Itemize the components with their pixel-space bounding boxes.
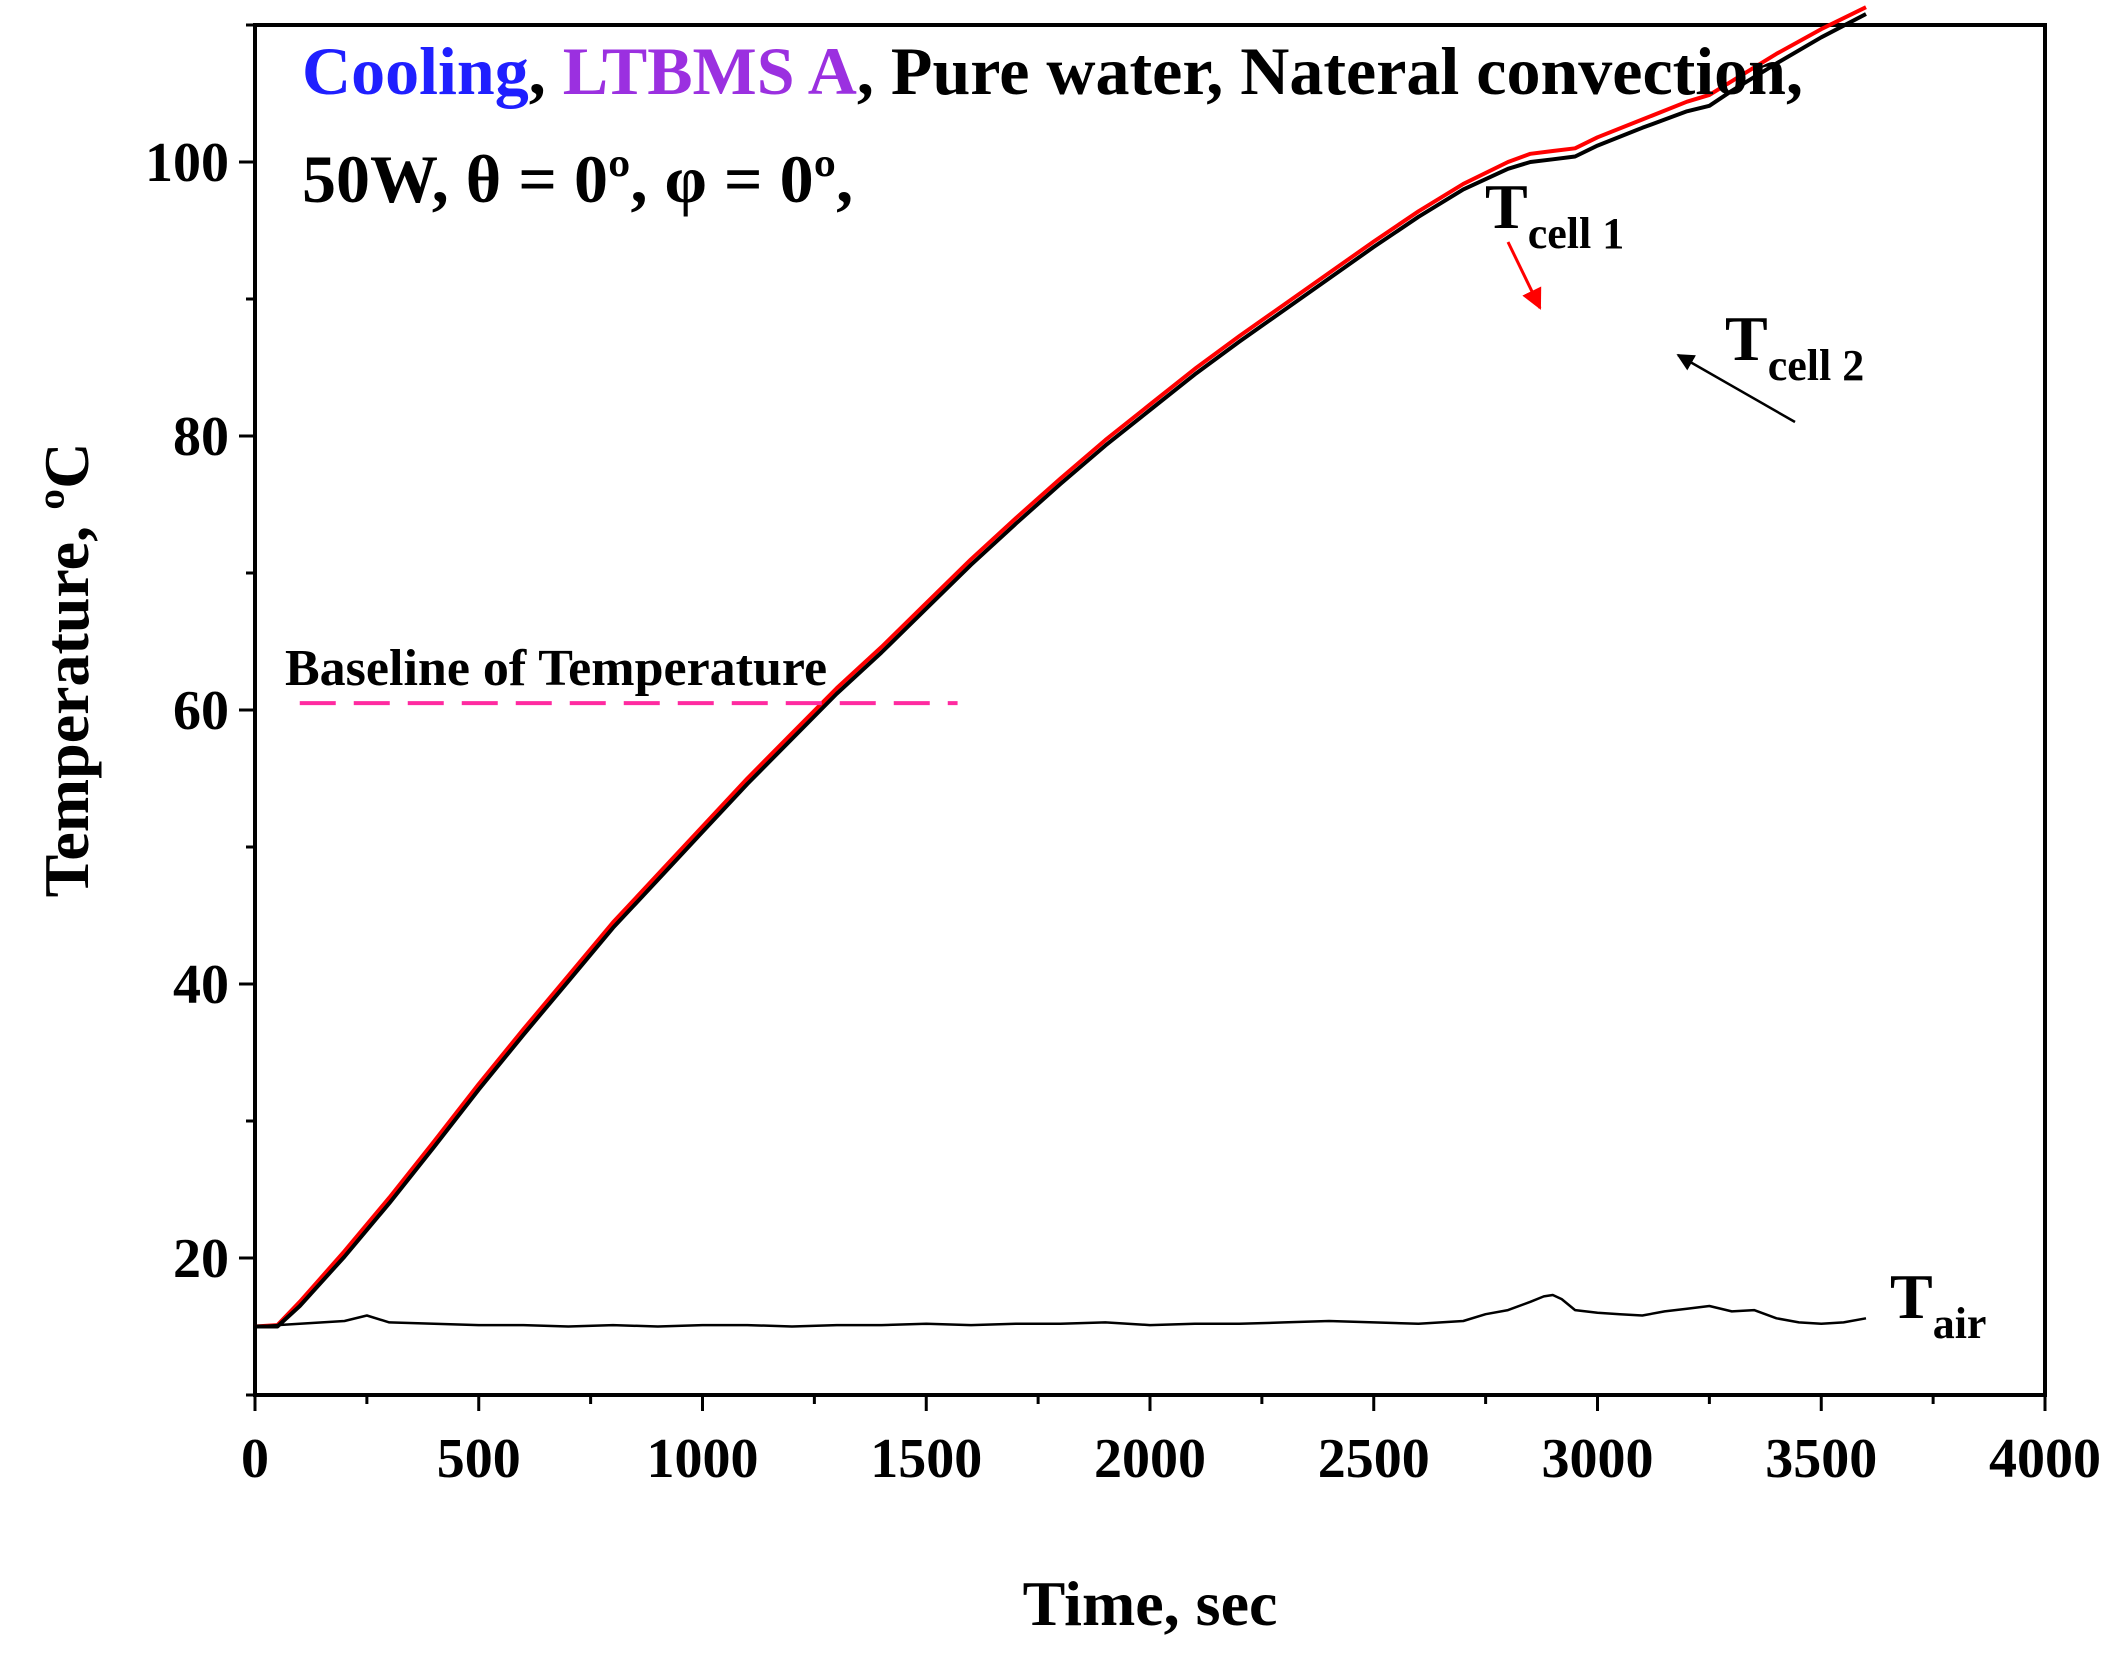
series-line-t-air (254, 1293, 1867, 1328)
annotation-cell2: Tcell 2 (1676, 303, 1864, 424)
x-tick-label: 500 (437, 1428, 521, 1490)
y-axis-title: Temperature, ºC (31, 443, 102, 898)
annotation-cell1-main: T (1485, 171, 1528, 242)
y-tick-label: 100 (145, 132, 229, 194)
svg-text:Tair: Tair (1890, 1261, 1986, 1348)
x-tick-label: 1500 (870, 1428, 982, 1490)
x-tick-label: 1000 (647, 1428, 759, 1490)
chart-title-line2: 50W, θ = 0º, φ = 0º, (302, 141, 853, 217)
x-tick-label: 2500 (1318, 1428, 1430, 1490)
title-segment-3: , Pure water, Nateral convection, (857, 33, 1803, 109)
x-axis-title: Time, sec (1023, 1568, 1278, 1639)
y-tick-label: 80 (173, 406, 229, 468)
x-tick-label: 3000 (1542, 1428, 1654, 1490)
annotation-cell1-arrow (1506, 241, 1542, 310)
annotation-air-main: T (1890, 1261, 1933, 1332)
baseline-label: Baseline of Temperature (285, 640, 827, 697)
title-segment-1: , (529, 33, 563, 109)
series-line-t-cell-1 (254, 5, 1867, 1329)
chart-title-line1: Cooling, LTBMS A, Pure water, Nateral co… (302, 33, 1803, 109)
title-segment-0: Cooling (302, 33, 529, 109)
annotation-air: Tair (1890, 1261, 1986, 1348)
annotation-cell2-main: T (1725, 303, 1768, 374)
series-layer (254, 5, 1867, 1329)
annotation-cell1: Tcell 1 (1485, 171, 1624, 310)
series-line-t-cell-2 (255, 12, 1867, 1329)
svg-text:Tcell 1: Tcell 1 (1485, 171, 1624, 258)
y-tick-label: 60 (173, 680, 229, 742)
x-tick-label: 2000 (1094, 1428, 1206, 1490)
x-axis: 0 500 1000 1500 2000 2500 3000 3500 4000 (241, 1395, 2101, 1490)
annotation-cell2-sub: cell 2 (1768, 341, 1865, 390)
plot-frame (253, 23, 2047, 1397)
x-tick-label: 4000 (1989, 1428, 2101, 1490)
y-tick-label: 40 (173, 954, 229, 1016)
y-axis: 20 40 60 80 100 (145, 23, 255, 1397)
annotation-air-sub: air (1933, 1299, 1987, 1348)
annotation-cell2-arrow (1676, 353, 1796, 424)
y-tick-label: 20 (173, 1228, 229, 1290)
svg-text:Tcell 2: Tcell 2 (1725, 303, 1864, 390)
x-tick-label: 3500 (1765, 1428, 1877, 1490)
title-segment-2: LTBMS A (563, 33, 857, 109)
annotation-cell1-sub: cell 1 (1528, 209, 1625, 258)
x-tick-label: 0 (241, 1428, 269, 1490)
